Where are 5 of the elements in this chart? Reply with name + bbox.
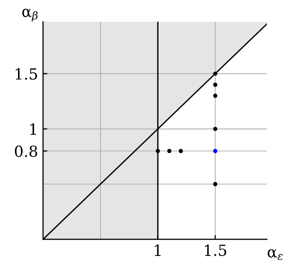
x-axis-title: α$_{ε}$ bbox=[268, 249, 283, 260]
y-axis-title: α$_{β}$ bbox=[22, 8, 38, 22]
y-tick-label: 1.5 bbox=[16, 68, 38, 80]
y-tick-label: 0.8 bbox=[14, 145, 38, 158]
y-tick-label: 1 bbox=[30, 123, 36, 135]
